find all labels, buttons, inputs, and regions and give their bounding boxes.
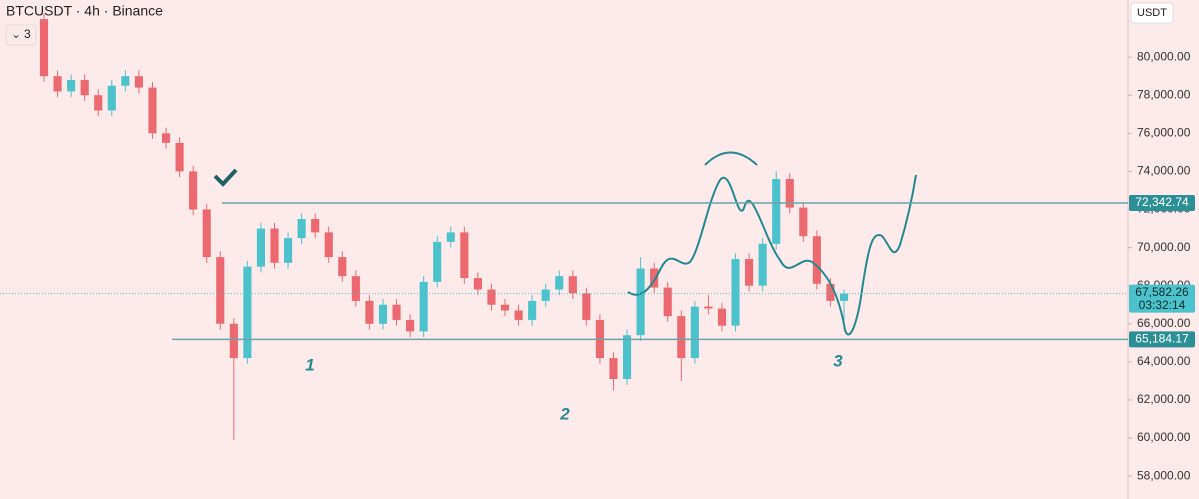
candle-body — [256, 228, 266, 267]
candle-body — [67, 79, 76, 92]
candle-body — [731, 259, 740, 326]
candle-body — [839, 293, 849, 301]
indicator-count: 3 — [24, 27, 31, 41]
candle-body — [338, 257, 347, 277]
currency-label: USDT — [1137, 7, 1167, 19]
candle-body — [622, 335, 632, 380]
candle-body — [582, 293, 591, 320]
y-tick-label: 70,000.00 — [1137, 240, 1191, 254]
y-tick-label: 64,000.00 — [1137, 354, 1191, 368]
candle-body — [297, 219, 306, 239]
candle-body — [460, 232, 469, 279]
candle-body — [555, 276, 564, 290]
y-tick-label: 78,000.00 — [1137, 87, 1191, 101]
level-tag — [1129, 331, 1195, 348]
candle-body — [568, 276, 577, 294]
last-price-tag — [1129, 284, 1195, 313]
candle-body — [650, 268, 659, 288]
candle-body — [202, 209, 211, 258]
annotation: 2 — [559, 404, 570, 423]
projection-curve — [627, 174, 917, 336]
candle-body — [80, 79, 89, 96]
y-tick-label: 74,000.00 — [1137, 164, 1191, 178]
candle-body — [690, 306, 699, 359]
candle-body — [39, 19, 49, 77]
candle-body — [704, 306, 713, 309]
candle-body — [351, 276, 360, 301]
candle-body — [473, 278, 482, 290]
plot — [39, 13, 849, 440]
candle-body — [53, 76, 62, 92]
candle-body — [799, 207, 808, 237]
currency-button[interactable] — [1130, 2, 1174, 24]
y-tick-label: 62,000.00 — [1137, 392, 1191, 406]
countdown: 03:32:14 — [1139, 298, 1186, 312]
candle-body — [772, 179, 781, 244]
candle-body — [528, 300, 537, 320]
candle-body — [500, 304, 510, 311]
indicator-toggle[interactable]: ⌄ — [11, 27, 21, 41]
candle-body — [514, 310, 523, 320]
candle-body — [134, 76, 143, 88]
annotation: 3 — [833, 351, 843, 370]
candle-body — [406, 319, 415, 332]
y-tick-label: 80,000.00 — [1137, 49, 1191, 63]
candle-body — [311, 219, 320, 233]
candle-body — [270, 228, 279, 263]
candle-body — [175, 142, 184, 172]
candle-body — [284, 238, 293, 263]
candle-body — [433, 241, 442, 282]
candle-body — [324, 232, 333, 258]
level-tag — [1129, 194, 1195, 211]
candle-body — [785, 179, 794, 208]
checkmark — [213, 168, 238, 187]
candle-body — [826, 283, 835, 301]
candle-body — [677, 316, 686, 359]
candle-body — [717, 308, 727, 326]
candle-body — [229, 323, 238, 359]
candle-body — [189, 171, 198, 210]
candle-body — [94, 95, 103, 111]
candle-body — [243, 266, 252, 359]
arc — [704, 151, 758, 166]
candle-body — [636, 268, 645, 336]
level-label: 65,184.17 — [1135, 331, 1189, 345]
candle-body — [541, 289, 550, 301]
y-tick-label: 60,000.00 — [1137, 430, 1191, 444]
y-tick-label: 66,000.00 — [1137, 316, 1191, 330]
candle-body — [745, 259, 754, 286]
candle-body — [663, 287, 672, 317]
candle-body — [161, 133, 171, 143]
candle-body — [812, 236, 821, 284]
candle-body — [609, 358, 618, 380]
candle-body — [121, 76, 130, 86]
candle-body — [419, 281, 428, 332]
candle-body — [148, 87, 157, 134]
candle-body — [758, 243, 767, 286]
candle-body — [107, 85, 116, 111]
candle-body — [392, 304, 401, 320]
candle-body — [487, 289, 496, 305]
candle-body — [446, 232, 455, 242]
indicator-box[interactable] — [5, 24, 37, 46]
chart-title: BTCUSDT · 4h · Binance — [6, 3, 163, 19]
level-label: 72,342.74 — [1135, 195, 1189, 209]
y-tick-label: 76,000.00 — [1137, 125, 1191, 139]
candle-body — [365, 300, 374, 324]
annotation: 1 — [305, 355, 314, 374]
last-price-label: 67,582.26 — [1135, 285, 1189, 299]
candle-body — [378, 304, 388, 324]
y-tick-label: 58,000.00 — [1137, 468, 1191, 482]
candle-body — [216, 257, 225, 324]
